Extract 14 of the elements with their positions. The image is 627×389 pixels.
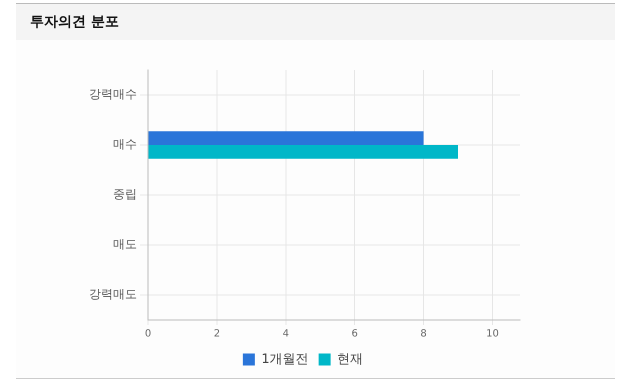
y-tick-label: 중립: [113, 187, 137, 202]
x-tick-label: 2: [214, 328, 220, 340]
legend-label: 1개월전: [261, 352, 309, 367]
x-tick-label: 8: [420, 328, 427, 340]
y-tick-label: 강력매도: [89, 287, 137, 302]
y-tick-label: 매수: [113, 137, 137, 152]
x-tick-label: 10: [486, 328, 499, 340]
y-tick-label: 강력매수: [89, 87, 137, 102]
legend-label: 현재: [337, 352, 364, 367]
y-tick-label: 매도: [113, 237, 137, 252]
x-tick-label: 6: [351, 328, 358, 340]
x-tick-label: 0: [144, 328, 152, 340]
chart-title: 투자의견 분포: [30, 13, 119, 31]
x-tick-label: 4: [282, 328, 289, 340]
